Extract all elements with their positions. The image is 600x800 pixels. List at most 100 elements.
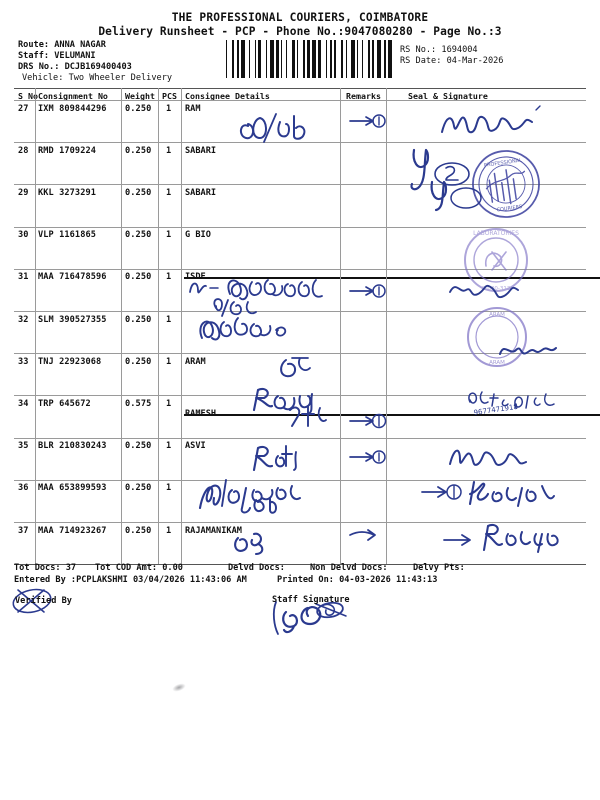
cell-consignment-no: TRP 645672 [38,398,91,409]
table-row-separator [14,226,586,228]
cell-sno: 31 [18,272,29,283]
runsheet-table: S No Consignment No Weight PCS Consignee Det… [0,0,600,566]
delvy-pts: Delvy Pts: [413,563,465,573]
barcode [226,40,396,78]
cell-sno: 33 [18,356,29,367]
tot-docs: Tot Docs: 37 [14,563,77,573]
cell-consignee-details: RAJAMANIKAM [185,525,242,536]
staff-label: Staff: VELUMANI [18,51,96,61]
cell-sno: 35 [18,441,29,452]
cell-pcs: 1 [166,356,172,367]
table-row-separator [14,353,586,355]
cell-consignment-no: VLP 1161865 [38,230,97,241]
cell-consignment-no: MAA 716478596 [38,272,107,283]
cell-pcs: 1 [166,314,172,325]
cell-weight: 0.250 [125,483,152,494]
cell-weight: 0.250 [125,525,152,536]
column-header-pcs: PCS [162,90,177,101]
handwritten-note-row36-consignee-2 [252,496,284,518]
signature-row28 [410,148,480,192]
cell-consignee-details: ARAM [185,356,206,367]
column-header-seal-signature: Seal & Signature [408,90,488,101]
cell-pcs: 1 [166,103,172,114]
cell-sno: 34 [18,398,29,409]
delvd-docs: Delvd Docs: [228,563,285,573]
cell-pcs: 1 [166,230,172,241]
handwritten-note-row32-consignee [196,312,316,344]
signature-row36 [420,478,570,508]
cell-sno: 32 [18,314,29,325]
rs-no-label: RS No.: 1694004 [400,45,478,55]
staff-signature-label: Staff Signature [272,595,350,605]
table-row-separator [14,184,586,186]
rs-date-label: RS Date: 04-Mar-2026 [400,56,504,66]
cell-weight: 0.250 [125,145,152,156]
cell-sno: 30 [18,230,29,241]
table-column-separator [181,88,182,565]
entered-by: Entered By :PCPLAKSHMI 03/04/2026 11:43:… [14,575,247,585]
non-delvd-docs: Non Delvd Docs: [310,563,388,573]
remarks-arrow-row37 [348,526,388,544]
remarks-arrow-row27 [348,112,388,130]
cell-pcs: 1 [166,441,172,452]
handwritten-note-row33-consignee [278,356,318,382]
table-row-separator [14,437,586,439]
svg-text:LABORATORIES: LABORATORIES [473,230,519,237]
column-header-remarks: Remarks [346,90,381,101]
handwritten-note-row35-consignee [250,444,300,472]
cell-consignee-details: ISDE [184,272,600,282]
round-stamp-aram: ARAM ARAM [466,306,528,368]
printed-on: Printed On: 04-03-2026 11:43:13 [277,575,438,585]
table-row-separator [14,395,586,397]
cell-weight: 0.250 [125,272,152,283]
cell-consignee-details: G BIO [185,230,211,241]
cell-consignee-details: SABARI [185,187,217,198]
cell-consignee-details: RAMESH [184,409,600,419]
route-label: Route: ANNA NAGAR [18,40,106,50]
column-header-weight: Weight [125,90,155,101]
table-row-separator [14,522,586,523]
table-row-separator [14,311,586,312]
table-row-separator [14,268,586,270]
table-column-separator [35,88,36,565]
paper-smudge [171,681,187,694]
table-row-separator [14,88,586,89]
cell-pcs: 1 [166,483,172,494]
cell-consignee-details: ASVI [185,441,206,452]
round-stamp-laboratories: LABORATORIES C-040-312 [462,226,530,294]
handwritten-note-row36-consignee [196,478,316,514]
table-row-separator [14,100,586,101]
cell-weight: 0.250 [125,187,152,198]
cell-consignment-no: BLR 210830243 [38,441,107,452]
table-column-separator [386,88,387,565]
cell-consignment-no: SLM 390527355 [38,314,107,325]
page-subtitle: Delivery Runsheet - PCP - Phone No.:9047… [98,25,502,38]
handwritten-note-row27-consignee [236,112,316,144]
tot-cod-amt: Tot COD Amt: 0.00 [95,563,183,573]
table-row-separator [14,479,586,481]
cell-consignment-no: IXM 809844296 [38,103,107,114]
vehicle-label: Vehicle: Two Wheeler Delivery [22,73,173,83]
remarks-arrow-row35 [348,448,388,466]
cell-pcs: 1 [166,398,172,409]
cell-pcs: 1 [166,187,172,198]
cell-consignment-no: MAA 714923267 [38,525,107,536]
cell-consignee-details: SABARI [185,145,217,156]
verified-by-label: Verified By [15,596,72,606]
cell-consignment-no: MAA 653899593 [38,483,107,494]
table-row-separator [14,564,586,566]
cell-weight: 0.250 [125,441,152,452]
signature-row37 [440,520,570,553]
table-column-separator [158,88,159,565]
company-title: THE PROFESSIONAL COURIERS, COIMBATORE [171,11,429,24]
column-header-consignee-details: Consignee Details [185,90,270,101]
cell-sno: 29 [18,187,29,198]
signature-row27 [440,104,560,140]
signature-row33 [498,334,564,364]
cell-pcs: 1 [166,272,172,283]
column-header-consignment-no: Consignment No [38,90,108,101]
cell-pcs: 1 [166,145,172,156]
remarks-arrow-row31 [348,282,388,300]
cell-weight: 0.250 [125,230,152,241]
